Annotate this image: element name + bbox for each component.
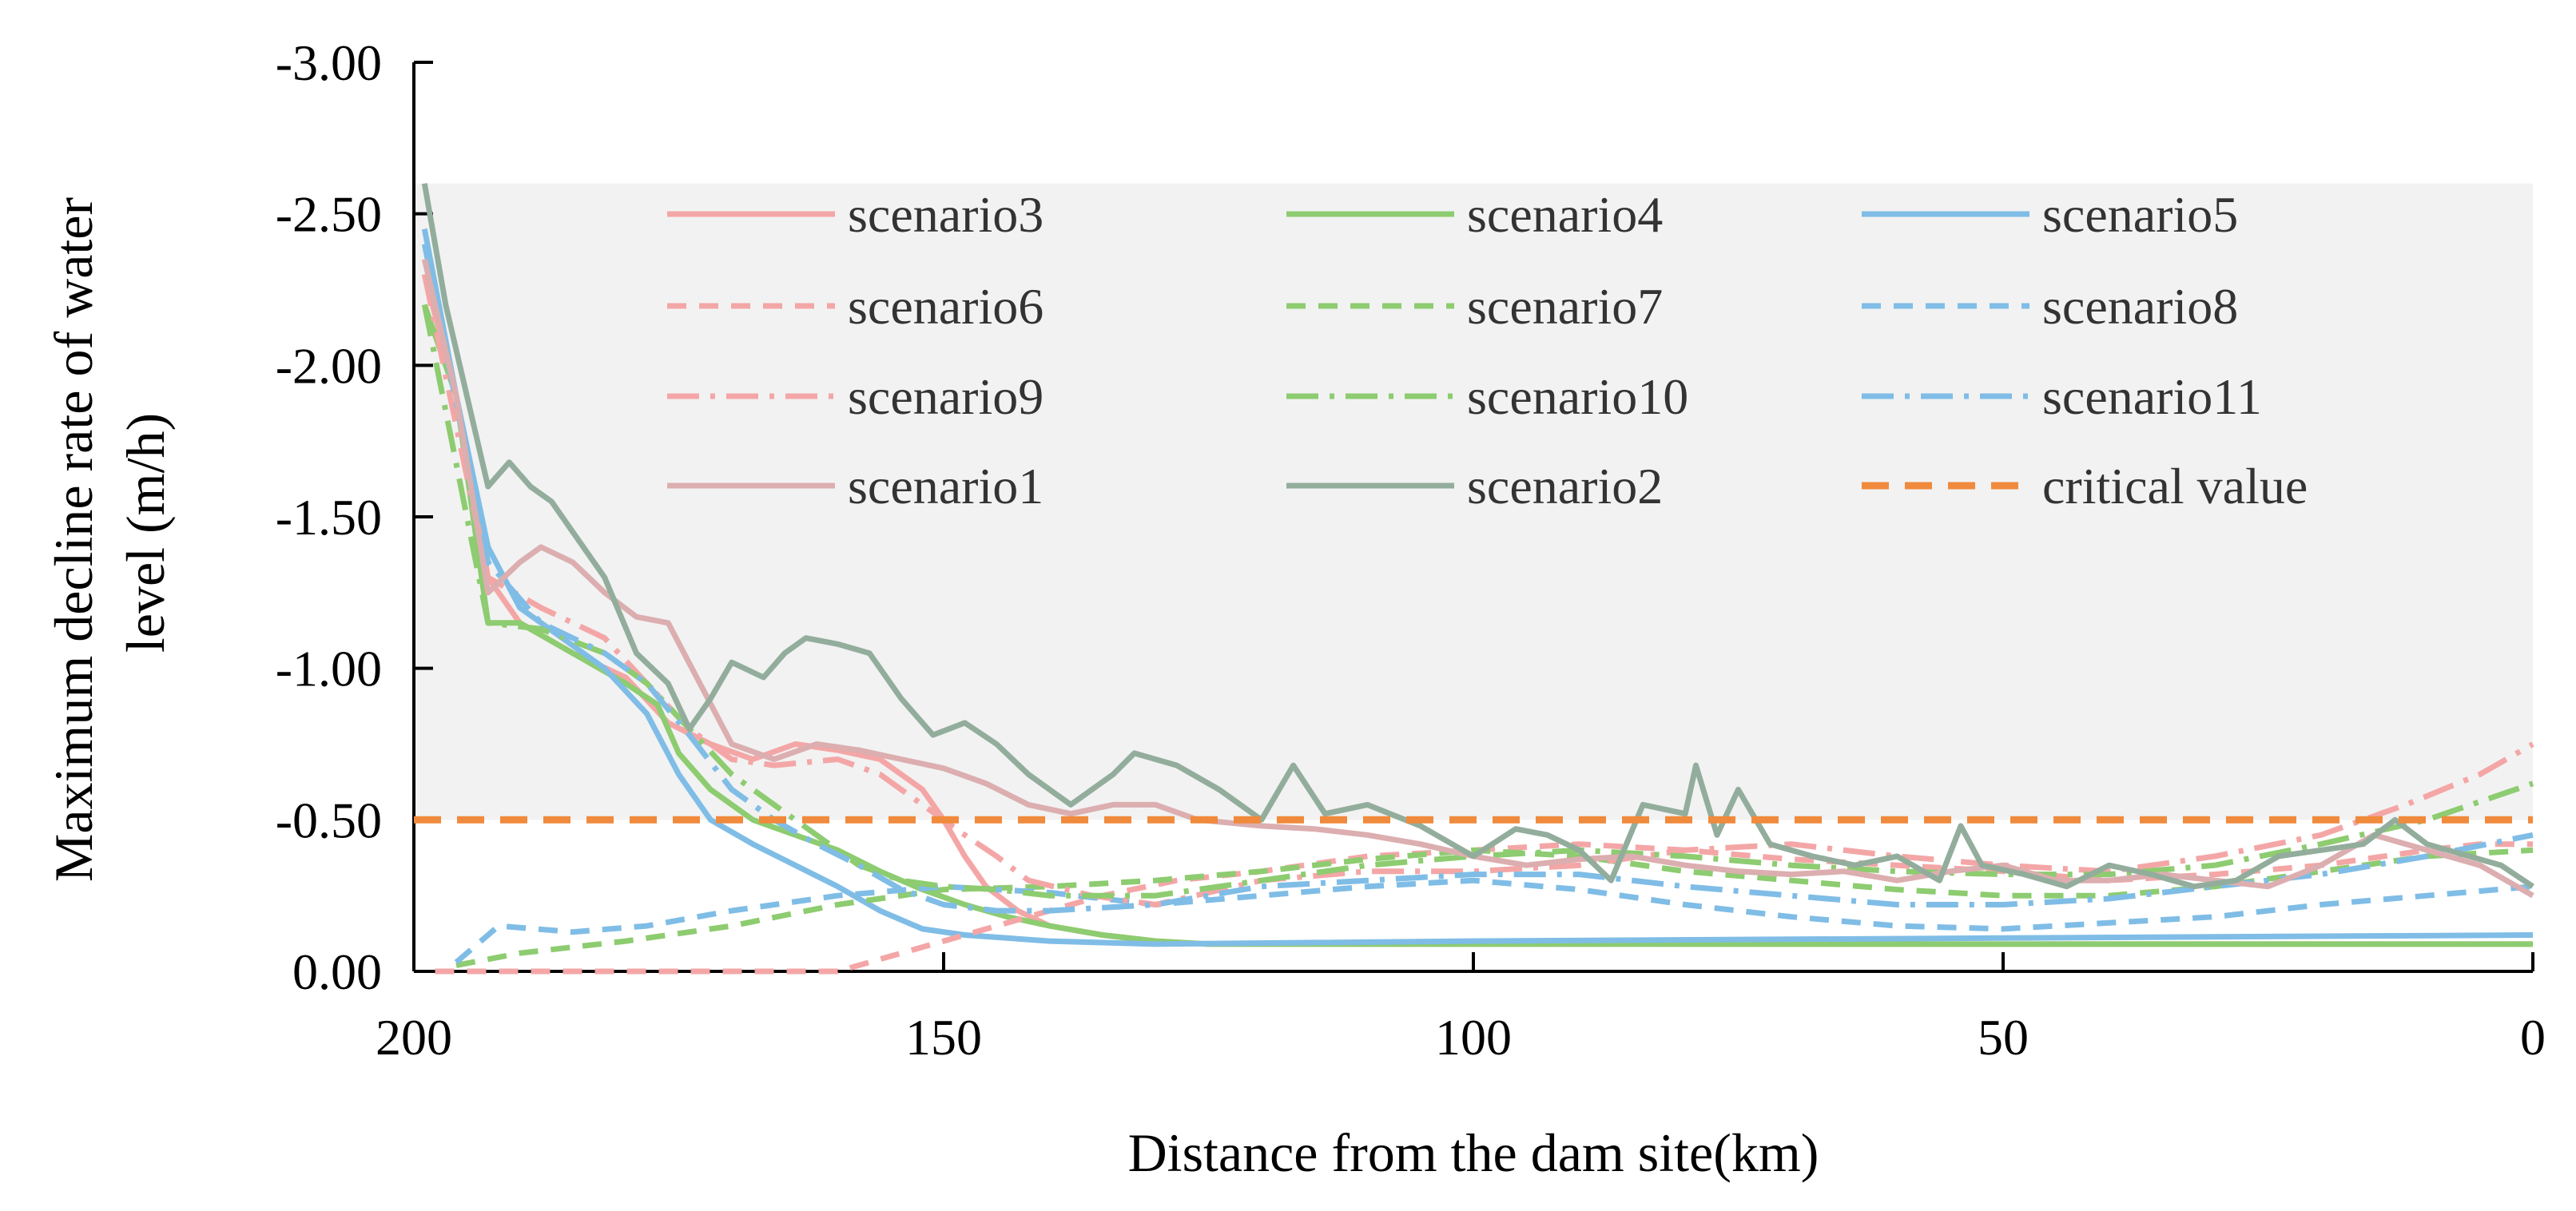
y-tick-label: -2.00 bbox=[276, 337, 382, 394]
legend-label-scenario1: scenario1 bbox=[848, 458, 1044, 514]
y-tick-label: 0.00 bbox=[292, 943, 382, 1000]
legend-label-scenario9: scenario9 bbox=[848, 368, 1044, 425]
y-tick-label: -3.00 bbox=[276, 34, 382, 91]
x-tick-label: 150 bbox=[905, 1009, 982, 1066]
series-line-scenario2 bbox=[421, 183, 2534, 890]
series-lines bbox=[414, 183, 2534, 975]
x-tick-label: 50 bbox=[1978, 1009, 2029, 1066]
legend-label-scenario8: scenario8 bbox=[2042, 278, 2238, 335]
legend-label-scenario3: scenario3 bbox=[848, 186, 1044, 243]
legend-label-scenario5: scenario5 bbox=[2042, 186, 2238, 243]
legend-label-scenario7: scenario7 bbox=[1467, 278, 1663, 335]
y-tick-label: -1.50 bbox=[276, 489, 382, 546]
series-line-scenario8 bbox=[454, 877, 2534, 965]
y-axis-title: Maximum decline rate of water level (m/h… bbox=[43, 184, 176, 882]
legend-label-scenario6: scenario6 bbox=[848, 278, 1044, 335]
shaded-region bbox=[414, 183, 2533, 820]
legend-label-scenario11: scenario11 bbox=[2042, 368, 2262, 425]
x-axis-title: Distance from the dam site(km) bbox=[1128, 1122, 1819, 1183]
series-line-scenario11 bbox=[421, 243, 2534, 914]
x-tick-label: 100 bbox=[1435, 1009, 1512, 1066]
legend-label-scenario2: scenario2 bbox=[1467, 458, 1663, 514]
y-axis: -3.00 -2.50 -2.00 -1.50 -1.00 -0.50 0.00 bbox=[276, 34, 433, 1000]
legend-label-scenario10: scenario10 bbox=[1467, 368, 1688, 425]
series-line-scenario10 bbox=[421, 304, 2534, 899]
legend-label-scenario4: scenario4 bbox=[1467, 186, 1663, 243]
legend: scenario3 scenario4 scenario5 scenario6 scen… bbox=[667, 186, 2308, 514]
series-line-scenario1 bbox=[421, 258, 2534, 899]
x-tick-label: 0 bbox=[2520, 1009, 2546, 1066]
y-axis-title-line-1: Maximum decline rate of water bbox=[43, 197, 104, 883]
legend-label-critical-value: critical value bbox=[2042, 458, 2308, 514]
y-tick-label: -2.50 bbox=[276, 186, 382, 243]
y-tick-label: -1.00 bbox=[276, 641, 382, 697]
y-tick-label: -0.50 bbox=[276, 792, 382, 848]
y-axis-title-line-2: level (m/h) bbox=[115, 413, 176, 653]
series-line-scenario5 bbox=[421, 228, 2534, 947]
x-tick-label: 200 bbox=[376, 1009, 452, 1066]
